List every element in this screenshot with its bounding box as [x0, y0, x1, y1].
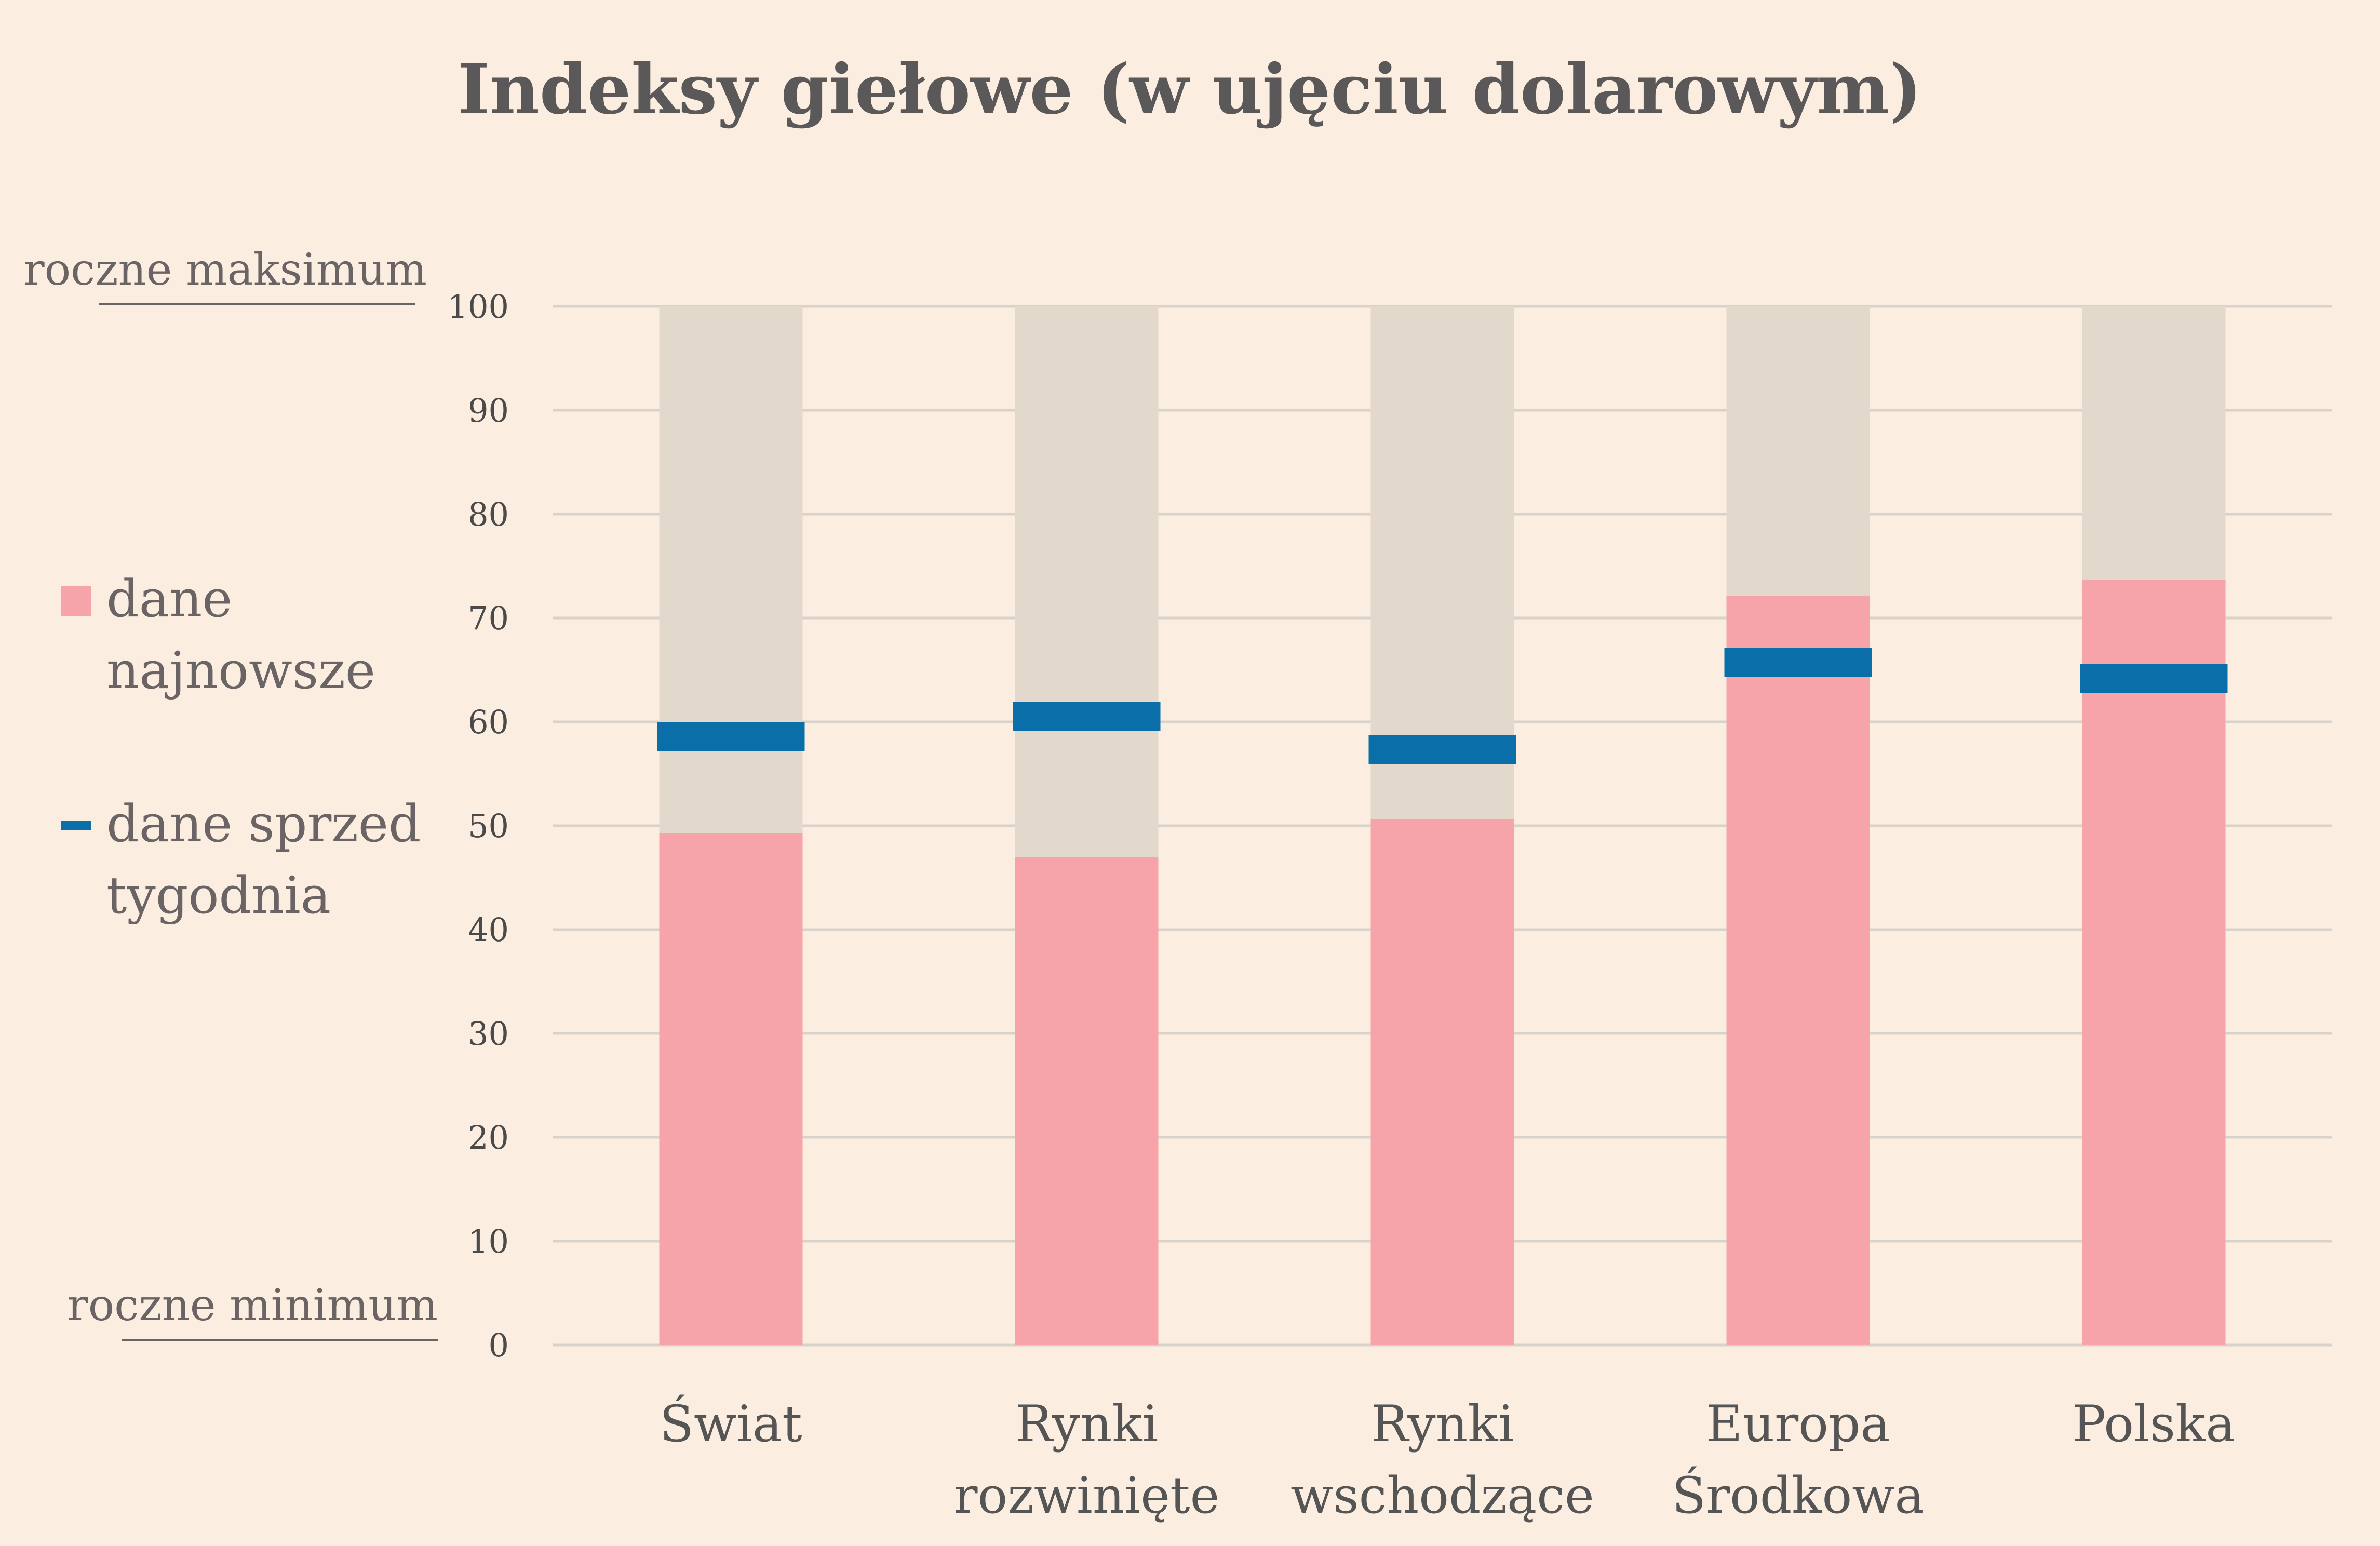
legend: dane najnowsze dane sprzed tygodnia: [61, 570, 421, 925]
category-label: Europa: [1706, 1395, 1890, 1453]
previous-marker: [1368, 735, 1516, 764]
legend-latest-label: dane: [106, 570, 232, 629]
category-label: rozwinięte: [954, 1467, 1220, 1525]
bottom-label: roczne minimum: [68, 1280, 438, 1330]
y-tick-label: 30: [468, 1015, 509, 1053]
x-axis-categories: Świat Rynki rozwinięte Rynki wschodzące Europ…: [660, 1395, 2235, 1525]
latest-bar: [1015, 857, 1159, 1345]
y-tick-label: 80: [468, 495, 509, 533]
bars: [657, 306, 2228, 1345]
category-label: Rynki: [1371, 1395, 1514, 1453]
category-label: Polska: [2073, 1395, 2236, 1453]
latest-bar: [2082, 580, 2226, 1345]
previous-marker: [657, 722, 805, 751]
category-label: Świat: [660, 1395, 802, 1453]
category-label: Rynki: [1015, 1395, 1159, 1453]
legend-previous-label: tygodnia: [106, 866, 331, 925]
category-label: wschodzące: [1290, 1467, 1594, 1525]
previous-marker: [2080, 664, 2228, 693]
latest-bar: [1726, 596, 1870, 1345]
chart-title: Indeksy giełowe (w ujęciu dolarowym): [458, 49, 1922, 130]
y-tick-label: 0: [489, 1326, 509, 1364]
category-label: Środkowa: [1672, 1467, 1924, 1525]
previous-marker: [1724, 648, 1872, 677]
y-tick-label: 20: [468, 1119, 509, 1157]
legend-latest-swatch: [61, 586, 91, 616]
y-tick-label: 50: [468, 807, 509, 845]
y-axis-ticks: 0 10 20 30 40 50 60 70 80 90 100: [448, 288, 509, 1364]
y-tick-label: 10: [468, 1222, 509, 1260]
y-tick-label: 100: [448, 288, 509, 326]
y-tick-label: 60: [468, 703, 509, 741]
legend-previous-label: dane sprzed: [106, 795, 421, 854]
previous-marker: [1013, 702, 1161, 731]
legend-latest-label: najnowsze: [106, 641, 375, 701]
y-tick-label: 70: [468, 599, 509, 637]
top-label: roczne maksimum: [23, 244, 427, 295]
latest-bar: [1370, 819, 1514, 1345]
latest-bar: [659, 833, 803, 1345]
legend-previous-swatch: [61, 821, 91, 830]
y-tick-label: 90: [468, 392, 509, 429]
y-tick-label: 40: [468, 911, 509, 949]
